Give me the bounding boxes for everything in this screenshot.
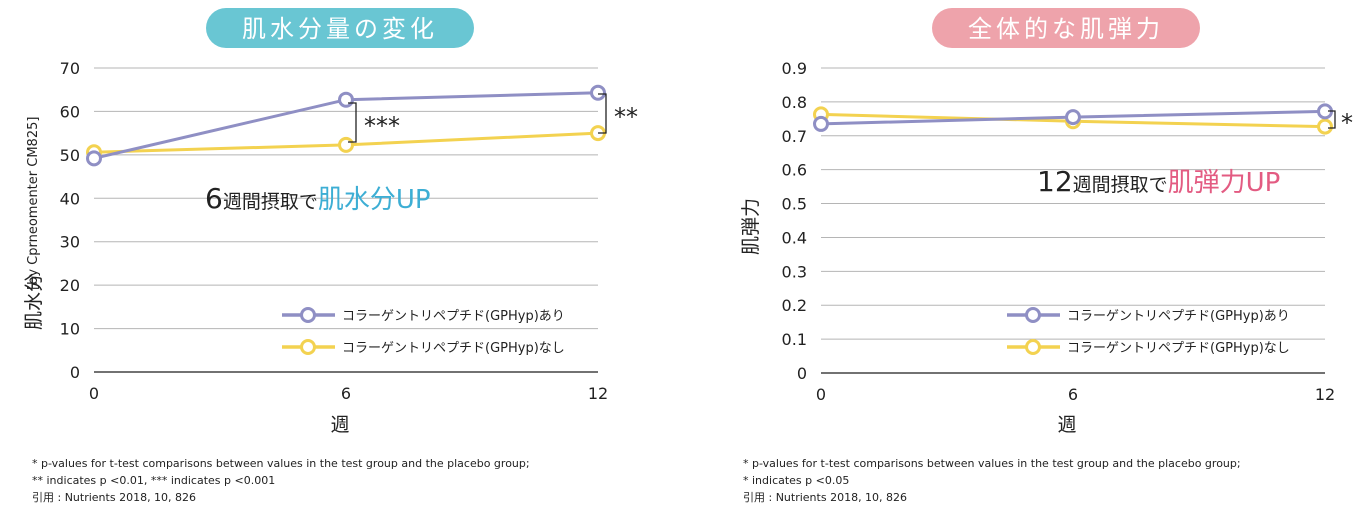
series-layer xyxy=(813,103,1333,135)
significance-bracket-12w: * xyxy=(1328,109,1353,137)
data-point-with xyxy=(1065,109,1081,126)
y-tick-label: 0.6 xyxy=(782,161,807,180)
significance-mark-6w: *** xyxy=(364,112,400,140)
y-tick-label: 0.5 xyxy=(782,195,807,214)
series-layer xyxy=(86,84,606,167)
data-point-with xyxy=(590,84,606,101)
significance-bracket-6w: *** xyxy=(348,102,400,143)
y-tick-labels: 0 0.1 0.2 0.3 0.4 0.5 0.6 0.7 0.8 0.9 xyxy=(782,59,807,383)
y-tick-label: 20 xyxy=(60,276,80,295)
y-tick-label: 0.2 xyxy=(782,296,807,315)
footnotes: * p-values for t-test comparisons betwee… xyxy=(743,455,1241,506)
footnote-line: * p-values for t-test comparisons betwee… xyxy=(32,457,530,470)
data-point-with xyxy=(813,115,829,132)
callout-strong: 肌弾力UP xyxy=(1168,168,1281,198)
legend-marker-without xyxy=(1025,339,1041,355)
y-tick-label: 0 xyxy=(70,363,80,382)
x-tick-label: 0 xyxy=(89,384,99,403)
footnote-citation: 引用 : Nutrients 2018, 10, 826 xyxy=(32,491,197,504)
skin-moisture-panel: 肌水分量の変化 0 10 20 30 40 50 60 70 0 6 12 肌水分 [by Cpr… xyxy=(23,8,638,506)
data-point-without xyxy=(1317,118,1333,135)
y-axis-title: 肌水分 xyxy=(23,273,45,330)
title-pill-label: 肌水分量の変化 xyxy=(242,15,438,43)
x-axis-title: 週 xyxy=(1057,414,1076,436)
y-tick-label: 0.1 xyxy=(782,330,807,349)
legend-label-without: コラーゲントリペプチド(GPHyp)なし xyxy=(1067,341,1290,356)
x-tick-label: 6 xyxy=(341,384,351,403)
footnote-line: ** indicates p <0.01, *** indicates p <0… xyxy=(32,474,276,487)
y-tick-label: 0.8 xyxy=(782,93,807,112)
legend-label-with: コラーゲントリペプチド(GPHyp)あり xyxy=(1067,309,1290,324)
skin-elasticity-chart: 全体的な肌弾力 0 0.1 0.2 0.3 0.4 0.5 0.6 0.7 0.8 0.9 0 6 1… xyxy=(740,8,1353,436)
x-tick-label: 6 xyxy=(1068,385,1078,404)
title-pill-label: 全体的な肌弾力 xyxy=(968,15,1164,43)
callout-number: 12 xyxy=(1037,165,1073,198)
y-tick-label: 0.3 xyxy=(782,262,807,281)
callout-middle: 週間摂取で xyxy=(1073,174,1168,196)
x-axis-title: 週 xyxy=(330,414,349,436)
title-pill xyxy=(932,8,1200,48)
y-tick-label: 30 xyxy=(60,233,80,252)
grid-lines xyxy=(94,67,598,373)
skin-moisture-chart: 肌水分量の変化 0 10 20 30 40 50 60 70 0 6 12 肌水分 [by Cpr… xyxy=(23,8,638,436)
legend-label-without: コラーゲントリペプチド(GPHyp)なし xyxy=(342,341,565,356)
callout-strong: 肌水分UP xyxy=(318,185,431,215)
footnote-citation: 引用 : Nutrients 2018, 10, 826 xyxy=(743,491,908,504)
y-tick-label: 60 xyxy=(60,102,80,121)
legend: コラーゲントリペプチド(GPHyp)あり コラーゲントリペプチド(GPHyp)な… xyxy=(1007,307,1290,356)
y-tick-label: 40 xyxy=(60,189,80,208)
significance-mark-12w: * xyxy=(1341,109,1353,137)
callout-text: 12週間摂取で肌弾力UP xyxy=(1037,165,1280,198)
y-tick-label: 70 xyxy=(60,59,80,78)
x-tick-label: 12 xyxy=(588,384,608,403)
significance-mark-12w: ** xyxy=(614,103,638,131)
data-point-with xyxy=(338,91,354,108)
callout-text: 6週間摂取で肌水分UP xyxy=(205,182,431,215)
grid-lines xyxy=(821,67,1325,374)
y-tick-label: 0.7 xyxy=(782,127,807,146)
legend-marker-with xyxy=(300,307,316,323)
x-tick-labels: 0 6 12 xyxy=(816,385,1335,404)
callout-number: 6 xyxy=(205,182,223,215)
y-tick-label: 0 xyxy=(797,364,807,383)
title-pill xyxy=(206,8,474,48)
y-axis-title: 肌弾力 xyxy=(740,198,762,255)
y-tick-labels: 0 10 20 30 40 50 60 70 xyxy=(60,59,80,382)
x-tick-labels: 0 6 12 xyxy=(89,384,608,403)
significance-bracket-12w: ** xyxy=(598,93,638,134)
legend-marker-without xyxy=(300,339,316,355)
y-tick-label: 50 xyxy=(60,146,80,165)
legend: コラーゲントリペプチド(GPHyp)あり コラーゲントリペプチド(GPHyp)な… xyxy=(282,307,565,356)
skin-elasticity-panel: 全体的な肌弾力 0 0.1 0.2 0.3 0.4 0.5 0.6 0.7 0.8 0.9 0 6 1… xyxy=(685,0,1370,523)
footnote-line: * indicates p <0.05 xyxy=(743,474,850,487)
y-tick-label: 0.9 xyxy=(782,59,807,78)
footnote-line: * p-values for t-test comparisons betwee… xyxy=(743,457,1241,470)
data-point-without xyxy=(338,136,354,153)
legend-marker-with xyxy=(1025,307,1041,323)
legend-label-with: コラーゲントリペプチド(GPHyp)あり xyxy=(342,309,565,324)
y-tick-label: 10 xyxy=(60,320,80,339)
x-tick-label: 12 xyxy=(1315,385,1335,404)
x-tick-label: 0 xyxy=(816,385,826,404)
data-point-with xyxy=(86,150,102,167)
y-tick-label: 0.4 xyxy=(782,228,807,247)
callout-middle: 週間摂取で xyxy=(223,191,318,213)
footnotes: * p-values for t-test comparisons betwee… xyxy=(32,455,530,506)
y-axis-subtitle: [by Cprneomenter CM825] xyxy=(26,117,41,290)
